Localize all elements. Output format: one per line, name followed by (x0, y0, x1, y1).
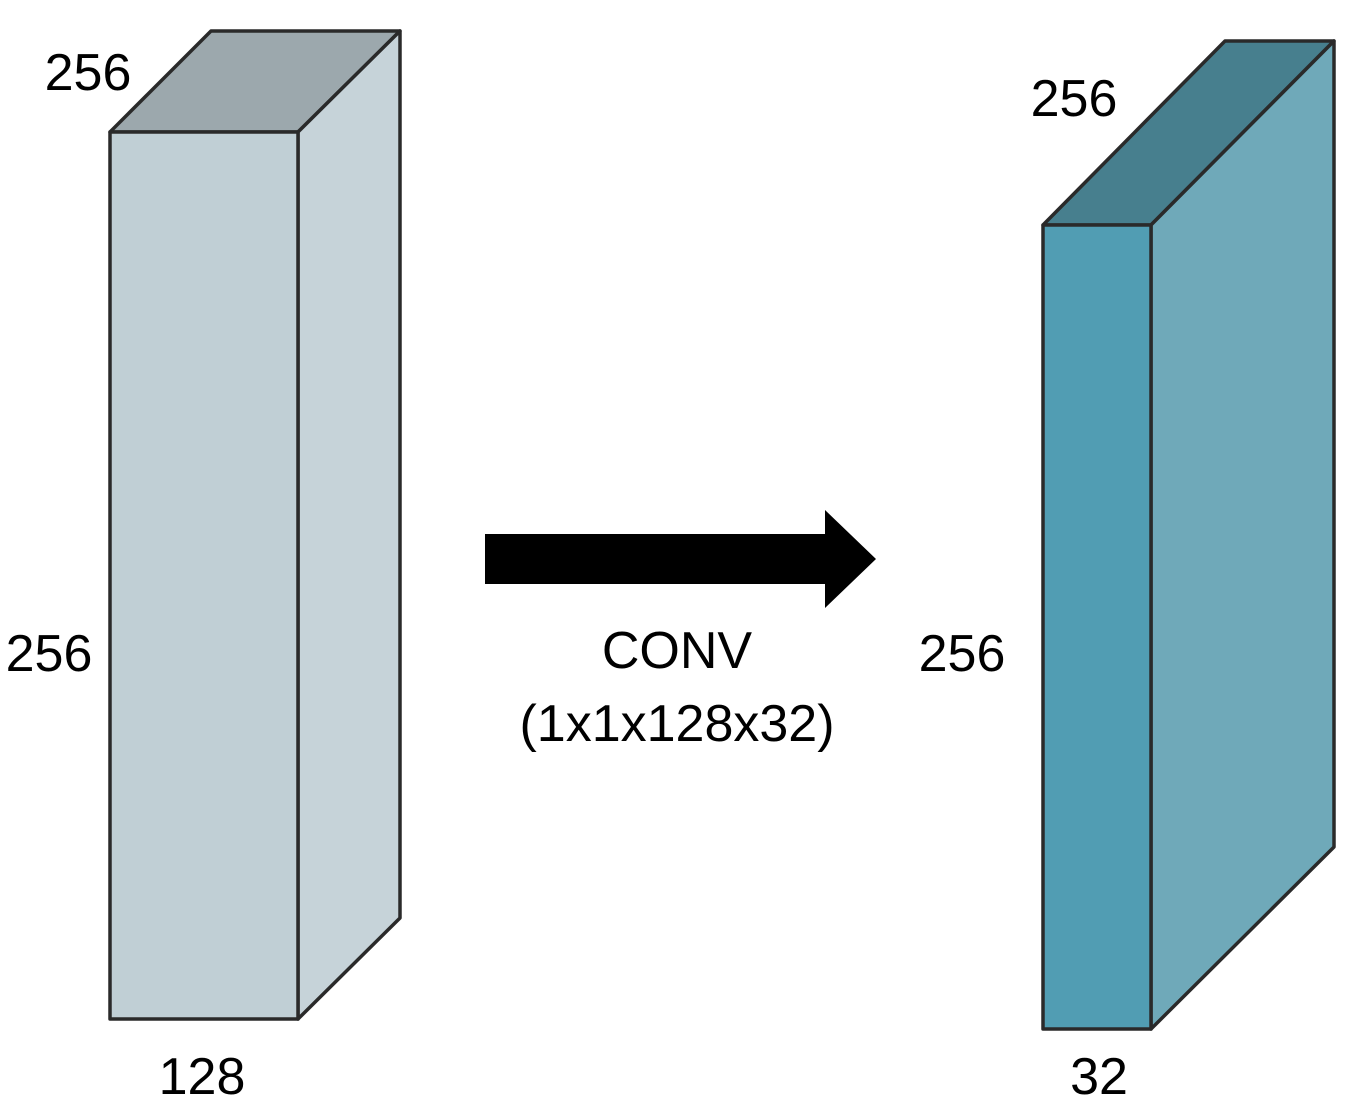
output-height-label: 256 (919, 625, 1006, 683)
output-block-front-face (1041, 223, 1153, 1031)
arrow-right-icon (485, 510, 876, 608)
input-block-front-face (108, 130, 300, 1021)
input-width-label: 128 (159, 1048, 246, 1106)
output-width-label: 32 (1070, 1048, 1128, 1106)
conv-operation-label: CONV (602, 622, 753, 680)
input-block (108, 29, 402, 1021)
output-block (1041, 39, 1336, 1031)
conv-kernel-label: (1x1x128x32) (519, 695, 834, 753)
input-block-side-face (296, 29, 402, 1021)
input-depth-label: 256 (45, 44, 132, 102)
output-depth-label: 256 (1031, 70, 1118, 128)
input-height-label: 256 (6, 625, 93, 683)
